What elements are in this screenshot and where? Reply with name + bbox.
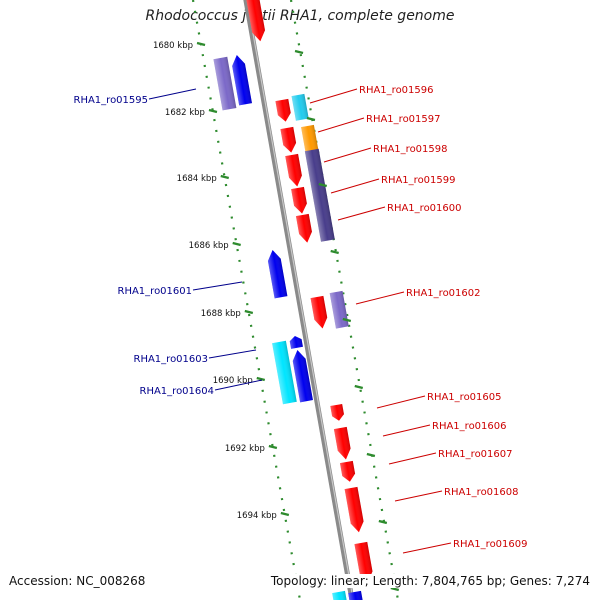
label-leader-line (376, 395, 426, 409)
scale-labels: 1680 kbp 1682 kbp 1684 kbp 1686 kbp 1688 kbp… (153, 41, 400, 592)
label-leader-line (309, 88, 358, 104)
scale-tick (256, 376, 266, 382)
gene-label-right[interactable]: RHA1_ro01598 (373, 144, 448, 155)
scale-tick-right (294, 49, 304, 55)
gene-arrow-partial-bottom-1[interactable] (332, 590, 348, 600)
gene-arrow-ro01596[interactable] (275, 98, 292, 123)
label-leader-line (394, 490, 443, 502)
backbone-highlight (246, 0, 354, 600)
scale-label: 1686 kbp (189, 241, 229, 251)
gene-label-right[interactable]: RHA1_ro01597 (366, 114, 441, 125)
scale-tick (196, 41, 206, 47)
label-leader-line (214, 379, 263, 391)
gene-arrow-ro01607[interactable] (339, 460, 356, 483)
gene-label-right[interactable]: RHA1_ro01602 (406, 288, 481, 299)
backbone-line (243, 0, 355, 600)
gene-label-left[interactable]: RHA1_ro01604 (140, 386, 215, 397)
label-leader-line (208, 349, 257, 359)
left-track-dots (191, 0, 302, 600)
scale-label: 1682 kbp (165, 108, 205, 118)
gene-arrow-ro01608[interactable] (344, 486, 366, 534)
scale-tick-right (342, 317, 352, 323)
scale-label: 1684 kbp (177, 174, 217, 184)
gene-label-right[interactable]: RHA1_ro01596 (359, 85, 434, 96)
label-leader-line (192, 281, 243, 291)
chromosome-backbone (243, 0, 355, 600)
scale-tick-right (330, 249, 339, 255)
scale-tick-right (354, 384, 364, 390)
gene-label-right[interactable]: RHA1_ro01600 (387, 203, 462, 214)
gene-arrow-ro01603b[interactable] (289, 335, 303, 349)
gene-arrow-ro01603[interactable] (272, 340, 297, 405)
gene-arrow-ro01604[interactable] (291, 349, 313, 403)
scale-tick (268, 444, 278, 450)
gene-label-right[interactable]: RHA1_ro01608 (444, 487, 519, 498)
gene-arrow-ro01600[interactable] (295, 213, 314, 244)
gene-arrow-ro01602b[interactable] (329, 290, 349, 329)
scale-tick (244, 309, 254, 315)
label-leader-line (148, 88, 197, 100)
scale-tick-right (390, 586, 400, 592)
gene-arrow-ro01598[interactable] (285, 153, 303, 188)
gene-arrow-ro01609[interactable] (354, 541, 374, 584)
gene-label-right[interactable]: RHA1_ro01605 (427, 392, 502, 403)
scale-tick-right (378, 519, 388, 525)
gene-arrow-partial-top[interactable] (245, 0, 267, 42)
right-strand-track (289, 0, 400, 600)
label-leader-line (323, 147, 372, 163)
scale-tick-right (306, 116, 316, 122)
gene-arrow-ro01595[interactable] (213, 56, 237, 111)
gene-arrow-ro01597[interactable] (280, 126, 297, 154)
label-leader-line (402, 542, 452, 554)
gene-label-right[interactable]: RHA1_ro01599 (381, 175, 456, 186)
scale-label: 1690 kbp (213, 376, 253, 386)
gene-arrow-ro01596b[interactable] (291, 93, 309, 121)
gene-label-right[interactable]: RHA1_ro01609 (453, 539, 528, 550)
gene-arrow-ro01606[interactable] (333, 426, 352, 461)
gene-label-left[interactable]: RHA1_ro01603 (134, 354, 209, 365)
gene-arrow-ro01601[interactable] (266, 249, 288, 299)
scale-tick (208, 108, 218, 114)
gene-arrow-left-blue-1[interactable] (230, 54, 252, 106)
gene-label-left[interactable]: RHA1_ro01601 (118, 286, 193, 297)
gene-arrow-ro01599b[interactable] (291, 186, 308, 215)
scale-label: 1680 kbp (153, 41, 193, 51)
accession-text: Accession: NC_008268 (9, 574, 146, 588)
gene-arrow-ro01597b[interactable] (301, 124, 319, 152)
right-track-dots (289, 0, 400, 600)
gene-label-right[interactable]: RHA1_ro01607 (438, 449, 513, 460)
scale-tick (220, 174, 230, 180)
scale-label: 1692 kbp (225, 444, 265, 454)
label-leader-line (388, 452, 437, 465)
scale-label: 1694 kbp (237, 511, 277, 521)
gene-label-left[interactable]: RHA1_ro01595 (74, 95, 149, 106)
gene-label-right[interactable]: RHA1_ro01606 (432, 421, 507, 432)
scale-label: 1688 kbp (201, 309, 241, 319)
label-leader-line (330, 178, 380, 194)
scale-tick-right (318, 182, 328, 188)
gene-arrow-ro01605[interactable] (330, 403, 345, 422)
label-leader-line (337, 206, 386, 221)
label-leader-line (382, 424, 431, 437)
scale-tick (280, 511, 290, 517)
scale-tick-right (366, 452, 376, 458)
gene-labels: RHA1_ro01595 RHA1_ro01601 RHA1_ro01603 RHA1… (74, 85, 528, 554)
gene-arrow-ro01599[interactable] (304, 148, 335, 242)
scale-tick (232, 241, 241, 247)
gene-arrow-partial-bottom-2[interactable] (348, 590, 364, 600)
label-leader-line (317, 117, 365, 133)
map-title: Rhodococcus jostii RHA1, complete genome (145, 8, 455, 24)
gene-arrow-ro01602[interactable] (310, 295, 329, 330)
left-strand-track (191, 0, 302, 600)
gene-features (213, 0, 374, 600)
label-leader-line (355, 291, 405, 305)
topology-text: Topology: linear; Length: 7,804,765 bp; … (266, 574, 590, 588)
